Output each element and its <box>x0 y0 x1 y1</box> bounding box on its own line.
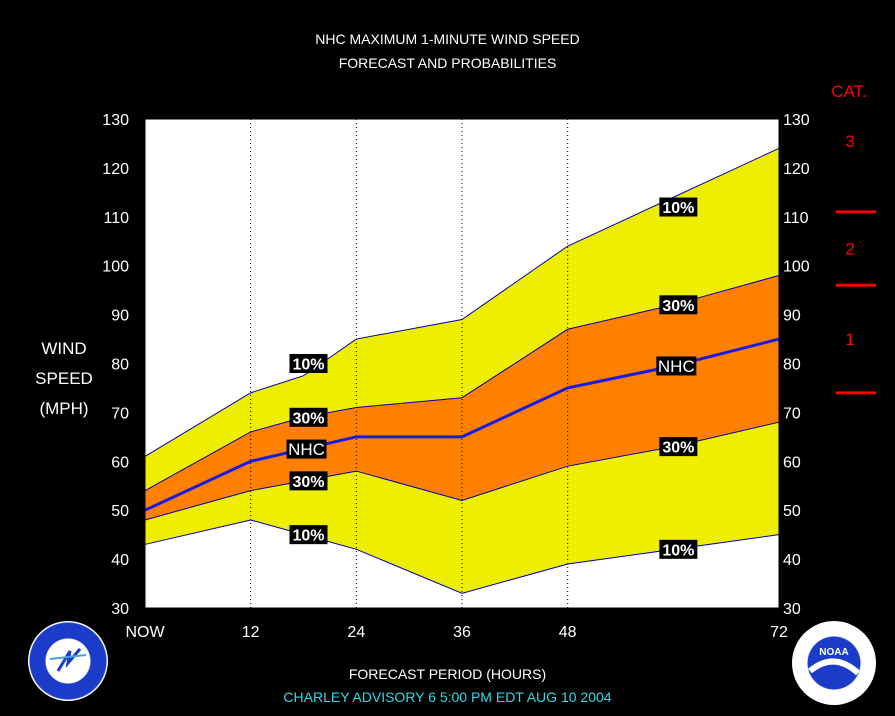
x-tick-label: 72 <box>770 624 788 641</box>
y-tick-label-left: 50 <box>111 503 129 520</box>
band-label-bg <box>659 295 698 315</box>
band-label-bg <box>659 197 698 217</box>
category-label: 3 <box>845 132 854 151</box>
y-tick-label-left: 90 <box>111 308 129 325</box>
band-label-bg <box>289 525 328 545</box>
y-axis-label-line1: WIND <box>41 339 87 358</box>
band-label-bg <box>286 439 327 459</box>
band-label-bg <box>659 437 698 457</box>
band-label: 30% <box>662 298 694 315</box>
chart-title-line1: NHC MAXIMUM 1-MINUTE WIND SPEED <box>315 31 580 47</box>
y-tick-label-left: 80 <box>111 357 129 374</box>
band-label: 30% <box>292 410 324 427</box>
band-label-bg <box>289 354 328 373</box>
band-label-bg <box>659 539 698 559</box>
band-label: 10% <box>662 542 694 559</box>
y-axis-label-line3: (MPH) <box>39 399 89 418</box>
y-tick-label-right: 130 <box>783 112 810 129</box>
y-tick-label-right: 110 <box>783 210 809 227</box>
band-label: 10% <box>292 528 324 545</box>
y-tick-label-right: 90 <box>783 308 801 325</box>
category-label: 1 <box>845 330 854 349</box>
x-tick-label: 12 <box>242 624 260 641</box>
category-header: CAT. <box>831 82 867 101</box>
y-tick-label-right: 60 <box>783 454 801 471</box>
y-tick-label-right: 40 <box>783 552 801 569</box>
x-tick-label: 36 <box>453 624 471 641</box>
band-label-bg <box>656 356 697 376</box>
noaa-logo: NOAA <box>792 621 876 705</box>
y-tick-label-right: 80 <box>783 357 801 374</box>
series-line-4 <box>144 519 780 594</box>
y-tick-label-left: 30 <box>111 601 129 618</box>
y-tick-label-right: 50 <box>783 503 801 520</box>
band-label: 30% <box>292 474 324 491</box>
plot-frame <box>144 118 780 609</box>
advisory-footer: CHARLEY ADVISORY 6 5:00 PM EDT AUG 10 20… <box>283 689 612 705</box>
y-tick-label-right: 70 <box>783 405 801 422</box>
y-tick-label-right: 120 <box>783 161 810 178</box>
chart-title-line2: FORECAST AND PROBABILITIES <box>338 55 557 71</box>
y-tick-label-right: 100 <box>783 259 810 276</box>
y-tick-label-left: 70 <box>111 405 129 422</box>
y-tick-label-left: 40 <box>111 552 129 569</box>
band-label: 10% <box>662 200 694 217</box>
nhc-forecast-line <box>144 337 780 512</box>
series-line-1 <box>144 274 780 492</box>
y-tick-label-left: 130 <box>102 112 129 129</box>
nws-logo <box>28 621 108 701</box>
category-label: 2 <box>845 240 854 259</box>
series-line-3 <box>144 421 780 521</box>
x-tick-label: 48 <box>559 624 577 641</box>
x-tick-label: NOW <box>125 624 165 641</box>
x-axis-title: FORECAST PERIOD (HOURS) <box>348 666 547 682</box>
y-tick-label-left: 60 <box>111 454 129 471</box>
band-label: NHC <box>288 440 325 459</box>
svg-text:NOAA: NOAA <box>819 647 848 658</box>
y-tick-label-right: 30 <box>783 601 801 618</box>
band-label: NHC <box>658 357 695 376</box>
band-label: 30% <box>662 440 694 457</box>
band-label: 10% <box>292 357 324 374</box>
x-tick-label: 24 <box>347 624 365 641</box>
band-label-bg <box>289 407 328 427</box>
y-tick-label-left: 100 <box>102 259 129 276</box>
y-tick-label-left: 110 <box>103 210 129 227</box>
y-tick-label-left: 120 <box>102 161 129 178</box>
series-line-0 <box>144 147 780 457</box>
y-axis-label-line2: SPEED <box>35 369 93 388</box>
band-label-bg <box>289 471 328 491</box>
